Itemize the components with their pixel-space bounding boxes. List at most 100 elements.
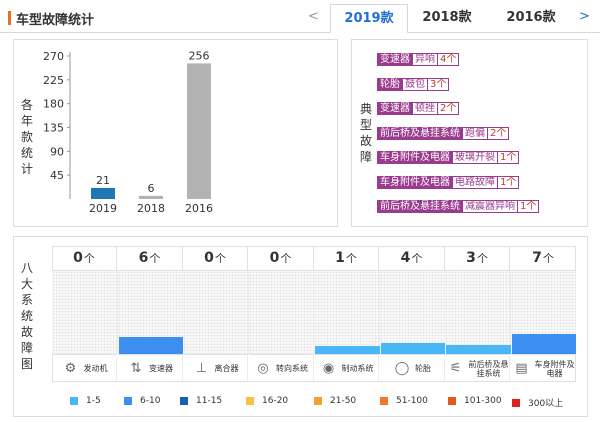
system-name: 车身附件及电器 (534, 359, 575, 378)
fault-symptom: 玻璃开裂 (452, 152, 497, 163)
system-count-value: 0 (269, 250, 280, 266)
legend-label: 11-15 (196, 396, 223, 406)
fault-count: 1个 (517, 201, 539, 212)
y-tick-label: 135 (43, 122, 64, 135)
fault-count: 2个 (437, 103, 459, 114)
legend-item: 101-300 (448, 396, 502, 406)
legend-swatch (180, 397, 188, 405)
system-column (52, 270, 118, 354)
year-bar-chart: 45 90 135 180 225 270 21 2019 6 2018 256 2016 (43, 49, 213, 215)
fault-part: 轮胎 (378, 78, 402, 90)
bar-value-label: 21 (96, 174, 110, 187)
tire-icon: ◯ (394, 361, 410, 376)
fault-symptom: 异响 (412, 54, 437, 65)
system-count-value: 4 (400, 250, 411, 266)
system-column (379, 270, 445, 354)
fault-part: 前后桥及悬挂系统 (378, 127, 462, 139)
y-tick-label: 225 (43, 74, 64, 87)
legend-label: 300以上 (528, 399, 564, 409)
system-column (314, 270, 380, 354)
system-count-value: 1 (335, 250, 345, 266)
system-count: 0个 (52, 246, 117, 270)
legend-item: 11-15 (180, 396, 222, 406)
legend-swatch (314, 397, 322, 405)
system-label-cell[interactable]: ⇅ 变速器 (117, 354, 183, 382)
fault-tag[interactable]: 前后桥及悬挂系统 减震器异响 1个 (377, 200, 540, 213)
fault-tag[interactable]: 车身附件及电器 玻璃开裂 1个 (377, 151, 520, 164)
system-label-cell[interactable]: ⊥ 离合器 (183, 354, 248, 382)
fault-tag[interactable]: 变速器 异响 4个 (377, 53, 460, 66)
system-bar (118, 336, 183, 354)
fault-part: 车身附件及电器 (378, 152, 452, 163)
x-tick-label: 2018 (137, 202, 165, 215)
legend-label: 1-5 (86, 396, 101, 406)
title-accent-bar (8, 11, 11, 25)
system-count: 0个 (183, 246, 248, 270)
system-label-cell[interactable]: ◉ 制动系统 (314, 354, 379, 382)
system-label-cell[interactable]: ⚙ 发动机 (52, 354, 117, 382)
suspension-icon: ⚟ (449, 361, 462, 376)
system-bar (315, 346, 380, 354)
legend-label: 51-100 (396, 396, 428, 406)
system-count-unit: 个 (149, 252, 161, 265)
prev-arrow-icon[interactable]: < (308, 9, 319, 24)
system-name: 发动机 (83, 364, 108, 373)
system-count-value: 0 (204, 250, 214, 266)
engine-icon: ⚙ (64, 361, 77, 376)
brake-disc-icon: ◉ (322, 361, 335, 376)
fault-symptom: 跑偏 (462, 127, 487, 139)
system-column (183, 270, 249, 354)
tab-2018[interactable]: 2018款 (422, 10, 472, 25)
fault-part: 车身附件及电器 (378, 176, 452, 188)
fault-tag[interactable]: 前后桥及悬挂系统 跑偏 2个 (377, 126, 510, 140)
fault-part: 变速器 (378, 54, 412, 65)
system-column (248, 270, 314, 354)
system-count: 3个 (445, 246, 510, 270)
legend-swatch (70, 397, 78, 405)
system-label-cell[interactable]: ⚟ 前后桥及悬挂系统 (445, 354, 510, 382)
legend-item: 21-50 (314, 396, 356, 406)
year-chart-ylabel: 各年款统计 (20, 98, 33, 176)
fault-tag[interactable]: 变速器 顿挫 2个 (377, 102, 460, 115)
fault-tag[interactable]: 车身附件及电器 电路故障 1个 (377, 175, 520, 189)
legend-label: 6-10 (140, 396, 161, 406)
system-count-unit: 个 (411, 252, 423, 265)
system-count: 1个 (314, 246, 379, 270)
tab-2019[interactable]: 2019款 (330, 4, 408, 34)
system-bar (446, 345, 511, 354)
bar-2016 (187, 63, 211, 200)
system-column (445, 270, 511, 354)
fault-tag[interactable]: 轮胎 鼓包 3个 (377, 77, 450, 91)
y-tick-label: 180 (43, 98, 64, 111)
system-count-unit: 个 (542, 252, 554, 265)
legend-item: 300以上 (512, 396, 563, 409)
x-tick-label: 2016 (185, 202, 213, 215)
fault-symptom: 鼓包 (402, 78, 427, 90)
system-label-cell[interactable]: ◎ 转向系统 (248, 354, 314, 382)
clutch-pedal-icon: ⊥ (195, 361, 208, 376)
car-door-icon: ▤ (515, 361, 528, 376)
y-tick-label: 270 (43, 50, 64, 63)
system-count-value: 3 (466, 250, 476, 266)
fault-symptom: 电路故障 (452, 176, 497, 188)
legend-item: 6-10 (124, 396, 160, 406)
system-count-unit: 个 (476, 252, 488, 265)
fault-part: 前后桥及悬挂系统 (378, 201, 462, 212)
system-name: 制动系统 (341, 364, 374, 373)
gear-shift-icon: ⇅ (130, 361, 142, 376)
typical-faults-label: 典型故障 (359, 102, 372, 164)
fault-count: 1个 (497, 176, 519, 188)
system-count-value: 0 (73, 250, 83, 266)
x-tick-label: 2019 (89, 202, 117, 215)
system-count-unit: 个 (345, 252, 357, 265)
next-arrow-icon[interactable]: > (579, 9, 590, 24)
system-label-cell[interactable]: ▤ 车身附件及电器 (510, 354, 576, 382)
tab-2016[interactable]: 2016款 (506, 10, 556, 25)
system-label-cell[interactable]: ◯ 轮胎 (379, 354, 445, 382)
legend-item: 51-100 (380, 396, 428, 406)
bar-value-label: 256 (189, 49, 210, 62)
system-count-unit: 个 (280, 252, 292, 265)
year-stats-panel (13, 39, 338, 227)
page-title: 车型故障统计 (16, 13, 95, 28)
steering-wheel-icon: ◎ (257, 361, 269, 376)
